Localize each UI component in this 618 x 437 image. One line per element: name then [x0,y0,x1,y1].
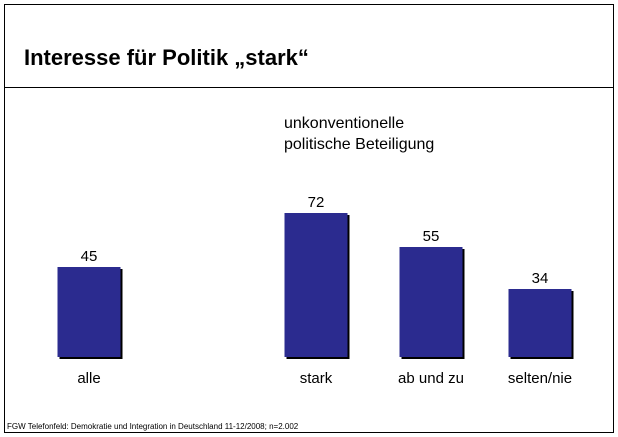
bar-3 [508,289,572,357]
title-bar: Interesse für Politik „stark“ [5,5,613,88]
category-label-2: ab und zu [398,370,464,387]
source-note: FGW Telefonfeld: Demokratie und Integrat… [7,422,299,431]
value-label-1: 72 [308,194,325,211]
subtitle-line-1: unkonventionelle [284,115,405,132]
bar-chart: 45 alle 72 stark 55 ab und zu 34 selten/nie [57,194,574,387]
slide: Interesse für Politik „stark“ unkonventi… [4,4,614,433]
bar-0 [57,267,121,357]
chart-subtitle: unkonventionelle politische Beteiligung [284,113,434,155]
category-label-3: selten/nie [508,370,572,387]
bar-2 [399,247,463,357]
value-label-3: 34 [532,270,549,287]
value-label-2: 55 [423,228,440,245]
category-label-1: stark [300,370,333,387]
page-title: Interesse für Politik „stark“ [24,45,309,70]
subtitle-line-2: politische Beteiligung [284,136,435,153]
value-label-0: 45 [81,248,98,265]
bar-1 [284,213,348,357]
category-label-0: alle [77,370,100,387]
